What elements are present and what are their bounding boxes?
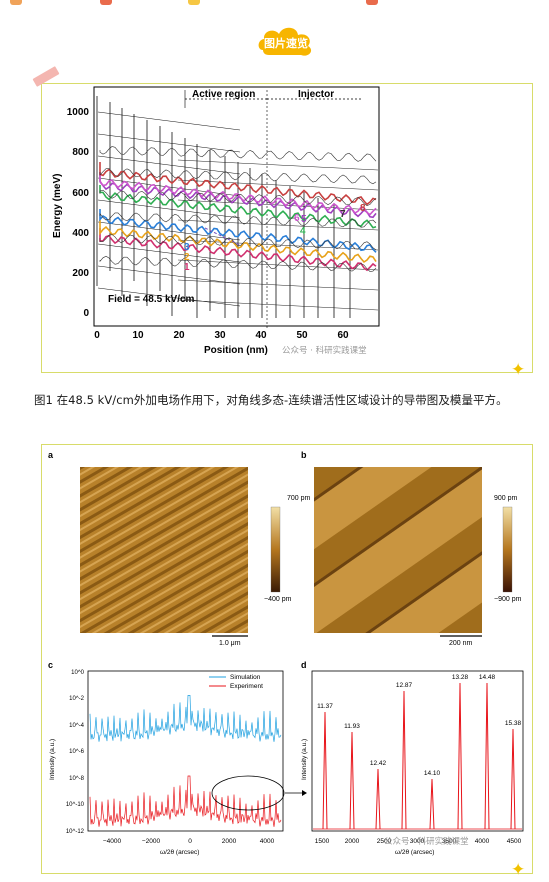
badge-label: 图片速览: [264, 37, 308, 50]
top-decoration: [0, 0, 549, 8]
figure1-caption: 图1 在48.5 kV/cm外加电场作用下，对角线多态-连续谱活性区域设计的导带…: [34, 393, 508, 407]
star-icon: ✦: [511, 860, 526, 879]
section-badge: 图片速览: [255, 22, 317, 62]
watermark: 公众号 · 科研实践课堂: [384, 837, 469, 847]
figure1-frame: [41, 83, 533, 373]
figure2-frame: [41, 444, 533, 874]
watermark: 公众号 · 科研实践课堂: [282, 346, 367, 356]
star-icon: ✦: [511, 360, 526, 379]
